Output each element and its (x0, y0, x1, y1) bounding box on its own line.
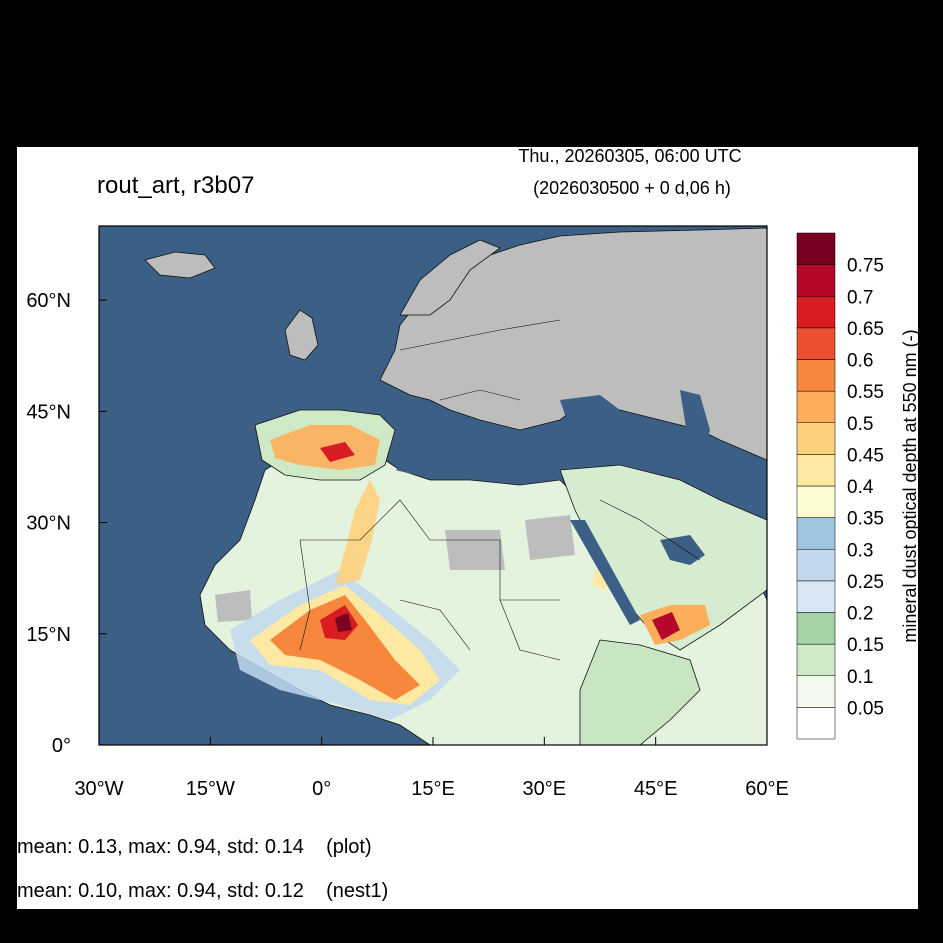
colorbar-tick-label: 0.6 (847, 351, 873, 372)
lon-tick-label: 0° (312, 778, 331, 800)
colorbar-tick-label: 0.4 (847, 477, 874, 498)
colorbar-swatch (796, 327, 836, 360)
dust-darkred-core (335, 613, 352, 632)
colorbar-tick-label: 0.05 (847, 698, 884, 719)
dust-iberia-core (320, 442, 355, 462)
colorbar-swatch (796, 517, 836, 550)
red-sea (570, 520, 640, 625)
colorbar-tick-label: 0.25 (847, 572, 884, 593)
plot-title: rout_art, r3b07 (97, 172, 255, 199)
colorbar-swatch (796, 454, 836, 487)
grey-patch-egypt (525, 515, 575, 560)
colorbar-tick-label: 0.65 (847, 319, 884, 340)
lat-tick-label: 15°N (26, 624, 71, 646)
grey-patch-libya (445, 530, 505, 570)
colorbar-tick-label: 0.75 (847, 256, 884, 277)
colorbar-swatch (796, 549, 836, 582)
colorbar-label: mineral dust optical depth at 550 nm (-) (900, 329, 920, 642)
dust-orange-sahel (270, 595, 420, 700)
map-ticks (98, 299, 768, 746)
stats-plot: mean: 0.13, max: 0.94, std: 0.14 (plot) (17, 836, 372, 858)
caspian-sea (680, 390, 710, 460)
colorbar: 0.05 0.1 0.15 0.2 0.25 0.3 0.35 0.4 0.45 0.5 0.55 0… (796, 232, 884, 740)
colorbar-swatch (796, 296, 836, 329)
land-uk (284, 309, 319, 361)
stats-nest: mean: 0.10, max: 0.94, std: 0.12 (nest1) (17, 880, 389, 902)
colorbar-swatch (796, 675, 836, 708)
mediterranean-sea (395, 450, 560, 480)
colorbar-tick-label: 0.7 (847, 287, 873, 308)
lat-tick-label: 0° (52, 735, 71, 757)
colorbar-swatch (796, 390, 836, 423)
dust-yemen-core (652, 612, 680, 640)
colorbar-tick-label: 0.5 (847, 414, 873, 435)
lon-tick-label: 30°E (523, 778, 567, 800)
persian-gulf (660, 535, 705, 565)
colorbar-swatch (796, 707, 836, 740)
colorbar-tick-label: 0.45 (847, 445, 884, 466)
colorbar-tick-label: 0.2 (847, 604, 873, 625)
lat-tick-label: 30°N (26, 513, 71, 535)
map-area (99, 226, 767, 745)
lat-tick-label: 60°N (26, 290, 71, 312)
colorbar-tick-label: 0.55 (847, 382, 884, 403)
lon-tick-label: 15°W (186, 778, 235, 800)
colorbar-tick-label: 0.15 (847, 635, 884, 656)
colorbar-swatch (796, 580, 836, 613)
valid-time: Thu., 20260305, 06:00 UTC (518, 146, 742, 166)
lon-tick-label: 15°E (411, 778, 455, 800)
grey-patch-mauritania (215, 590, 252, 622)
colorbar-swatch (796, 422, 836, 455)
colorbar-swatch (796, 485, 836, 518)
lon-tick-label: 30°W (74, 778, 123, 800)
land-iceland (144, 251, 216, 279)
lon-tick-label: 60°E (745, 778, 789, 800)
lon-tick-label: 45°E (634, 778, 678, 800)
colorbar-swatch (796, 612, 836, 645)
run-info: (2026030500 + 0 d,06 h) (533, 178, 731, 198)
colorbar-tick-label: 0.3 (847, 540, 873, 561)
land-east-africa (579, 639, 701, 745)
country-borders (299, 319, 701, 661)
land-scandinavia (399, 239, 501, 316)
dust-plume-north (335, 480, 380, 585)
colorbar-tick-label: 0.1 (847, 667, 873, 688)
black-sea (560, 395, 620, 420)
colorbar-swatch (796, 232, 836, 265)
colorbar-swatch (796, 359, 836, 392)
map-labels: 30°W 15°W 0° 15°E 30°E 45°E 60°E 60°N 45°N 30°N 15… (26, 290, 788, 800)
colorbar-swatch (796, 264, 836, 297)
colorbar-swatch (796, 643, 836, 676)
lat-tick-label: 45°N (26, 401, 71, 423)
colorbar-tick-label: 0.35 (847, 509, 884, 530)
